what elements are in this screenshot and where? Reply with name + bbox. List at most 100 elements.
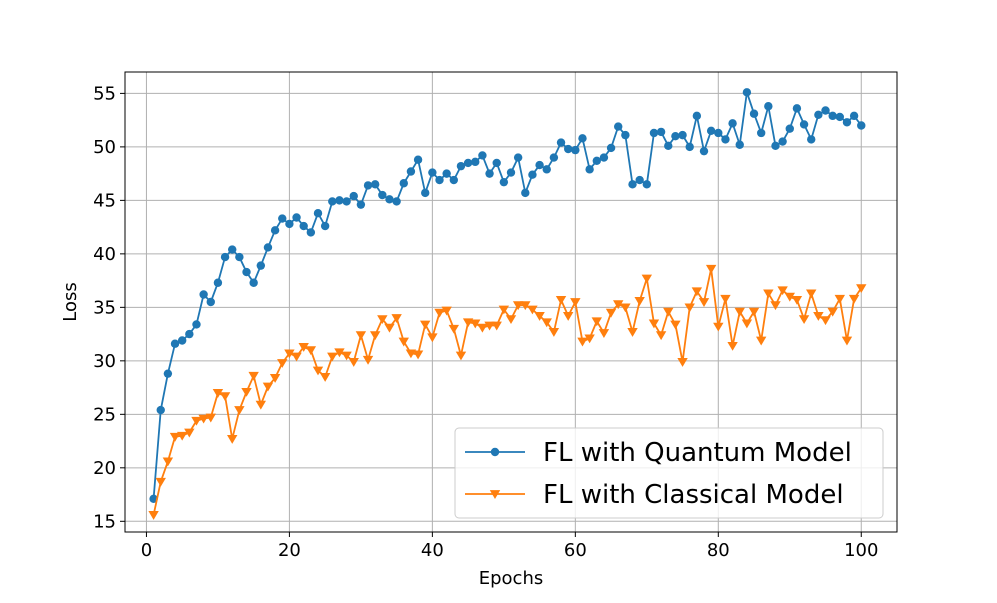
data-point (463, 158, 473, 168)
x-tick-label: 60 (564, 540, 587, 561)
data-point (721, 135, 730, 144)
data-point (228, 245, 237, 254)
data-point (256, 261, 266, 270)
data-point (448, 324, 460, 334)
data-point (613, 300, 624, 310)
data-point (435, 175, 444, 185)
data-point (735, 140, 744, 149)
data-point (627, 328, 638, 337)
data-point (356, 200, 366, 209)
data-point (449, 175, 459, 185)
data-point (342, 197, 351, 206)
data-point (370, 180, 380, 189)
data-point (705, 264, 717, 274)
y-tick-label: 15 (93, 511, 116, 532)
data-point (770, 301, 781, 311)
data-point (792, 104, 802, 113)
x-axis-ticks: 0 20 40 60 80 100 (141, 532, 878, 561)
data-point (728, 119, 737, 128)
data-point (378, 190, 387, 200)
data-point (749, 109, 759, 118)
data-point (585, 165, 594, 174)
data-point (385, 195, 394, 204)
data-point (555, 295, 567, 305)
data-point (649, 128, 659, 138)
data-point (406, 167, 416, 176)
data-point (742, 88, 752, 97)
data-point (591, 317, 602, 327)
data-point (549, 153, 559, 162)
data-point (664, 141, 673, 151)
data-point (299, 221, 308, 231)
data-point (441, 306, 452, 316)
data-point (528, 170, 537, 179)
data-point (213, 278, 223, 287)
data-point (857, 121, 866, 130)
data-point (605, 308, 617, 318)
data-point (155, 477, 166, 487)
data-point (621, 130, 630, 140)
data-point (834, 294, 846, 304)
data-point (741, 319, 753, 329)
data-point (856, 284, 867, 294)
data-point (535, 160, 544, 170)
data-point (455, 351, 467, 361)
data-point (421, 188, 430, 198)
data-point (156, 405, 165, 415)
data-point (599, 153, 609, 162)
data-point (648, 319, 660, 329)
data-point (484, 321, 495, 331)
data-point (335, 196, 344, 205)
series-classical (148, 264, 867, 520)
x-tick-label: 40 (421, 540, 444, 561)
data-point (427, 333, 438, 343)
data-point (305, 346, 317, 356)
data-point (362, 355, 374, 365)
data-point (234, 406, 245, 415)
data-point (578, 134, 587, 143)
data-point (684, 303, 695, 313)
data-point (755, 336, 767, 346)
data-point (756, 128, 766, 138)
data-point (498, 305, 510, 315)
data-point (220, 252, 230, 262)
data-point (242, 267, 251, 277)
legend-label: FL with Classical Model (543, 480, 844, 510)
legend-entry: FL with Quantum Model (465, 438, 852, 468)
data-point (606, 143, 616, 153)
data-point (628, 180, 637, 189)
data-point (506, 168, 516, 177)
data-point (634, 297, 645, 306)
data-point (270, 226, 280, 235)
plot-frame (124, 71, 898, 533)
data-point (485, 169, 494, 178)
legend-marker (489, 490, 501, 499)
data-point (255, 400, 267, 410)
data-point (320, 221, 330, 231)
data-point (291, 352, 302, 362)
data-point (349, 191, 358, 201)
data-point (714, 128, 723, 138)
data-point (807, 135, 816, 144)
data-point (598, 329, 610, 338)
y-tick-label: 30 (93, 351, 116, 372)
data-point (685, 142, 694, 152)
data-point (784, 292, 795, 302)
data-point (492, 158, 501, 168)
data-point (391, 314, 402, 323)
data-point (806, 289, 817, 299)
data-point (377, 315, 388, 325)
data-point (563, 144, 573, 154)
grid (125, 72, 897, 532)
data-point (348, 358, 359, 367)
data-point (584, 334, 595, 344)
data-point (191, 416, 202, 426)
data-point (192, 320, 201, 329)
data-point (170, 339, 180, 348)
data-point (169, 432, 181, 442)
data-point (548, 328, 560, 337)
data-point (328, 197, 337, 206)
data-point (734, 307, 745, 317)
data-point (848, 294, 860, 304)
